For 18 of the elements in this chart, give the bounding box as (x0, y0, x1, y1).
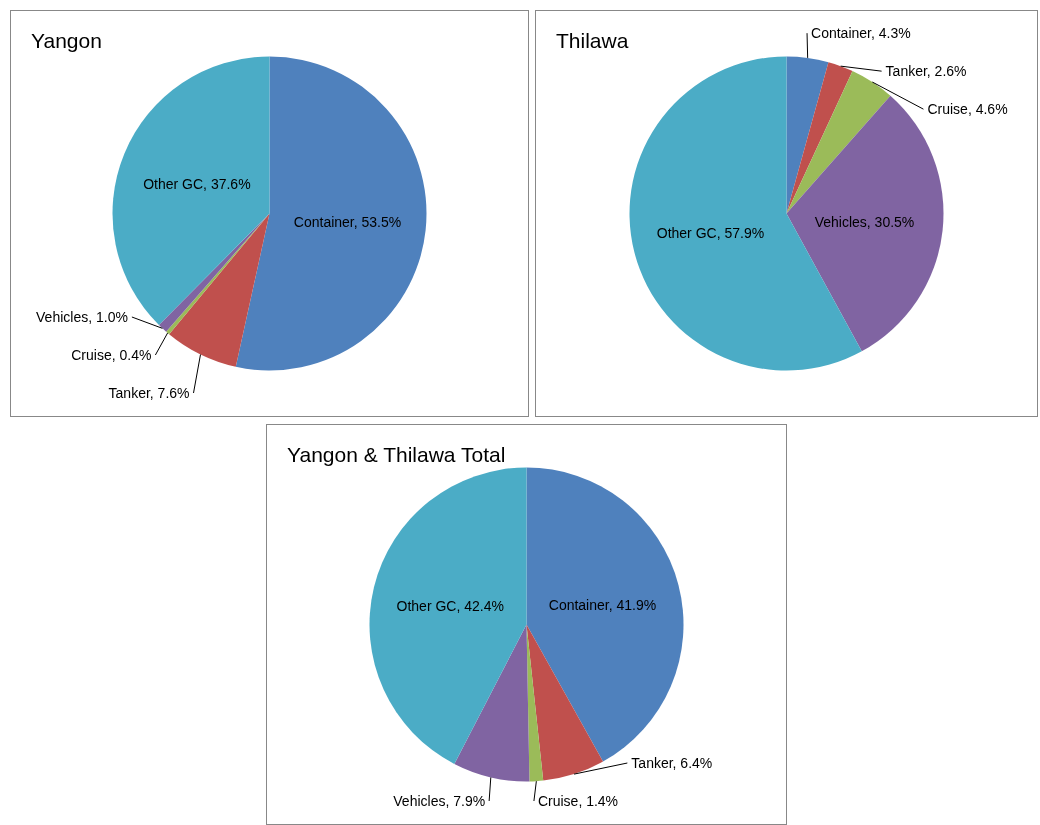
slice-label: Vehicles, 7.9% (393, 791, 486, 811)
slice-label: Vehicles, 1.0% (36, 307, 128, 327)
slice-label: Container, 4.3% (811, 23, 911, 43)
slice-label: Cruise, 1.4% (537, 791, 619, 811)
slice-label: Tanker, 2.6% (885, 61, 967, 81)
chart-title: Yangon (31, 29, 102, 53)
chart-title: Yangon & Thilawa Total (287, 443, 506, 467)
slice-label: Cruise, 0.4% (71, 345, 152, 365)
slice-label: Container, 41.9% (548, 595, 657, 615)
slice-label: Other GC, 42.4% (396, 596, 504, 616)
slice-label: Tanker, 7.6% (108, 383, 190, 403)
slice-label: Other GC, 37.6% (143, 174, 251, 194)
slice-label: Cruise, 4.6% (927, 99, 1008, 119)
slice-label: Container, 53.5% (293, 212, 402, 232)
slice-label: Vehicles, 30.5% (814, 212, 915, 232)
slice-label: Tanker, 6.4% (631, 753, 713, 773)
chart-title: Thilawa (556, 29, 629, 53)
slice-label: Other GC, 57.9% (656, 223, 765, 243)
